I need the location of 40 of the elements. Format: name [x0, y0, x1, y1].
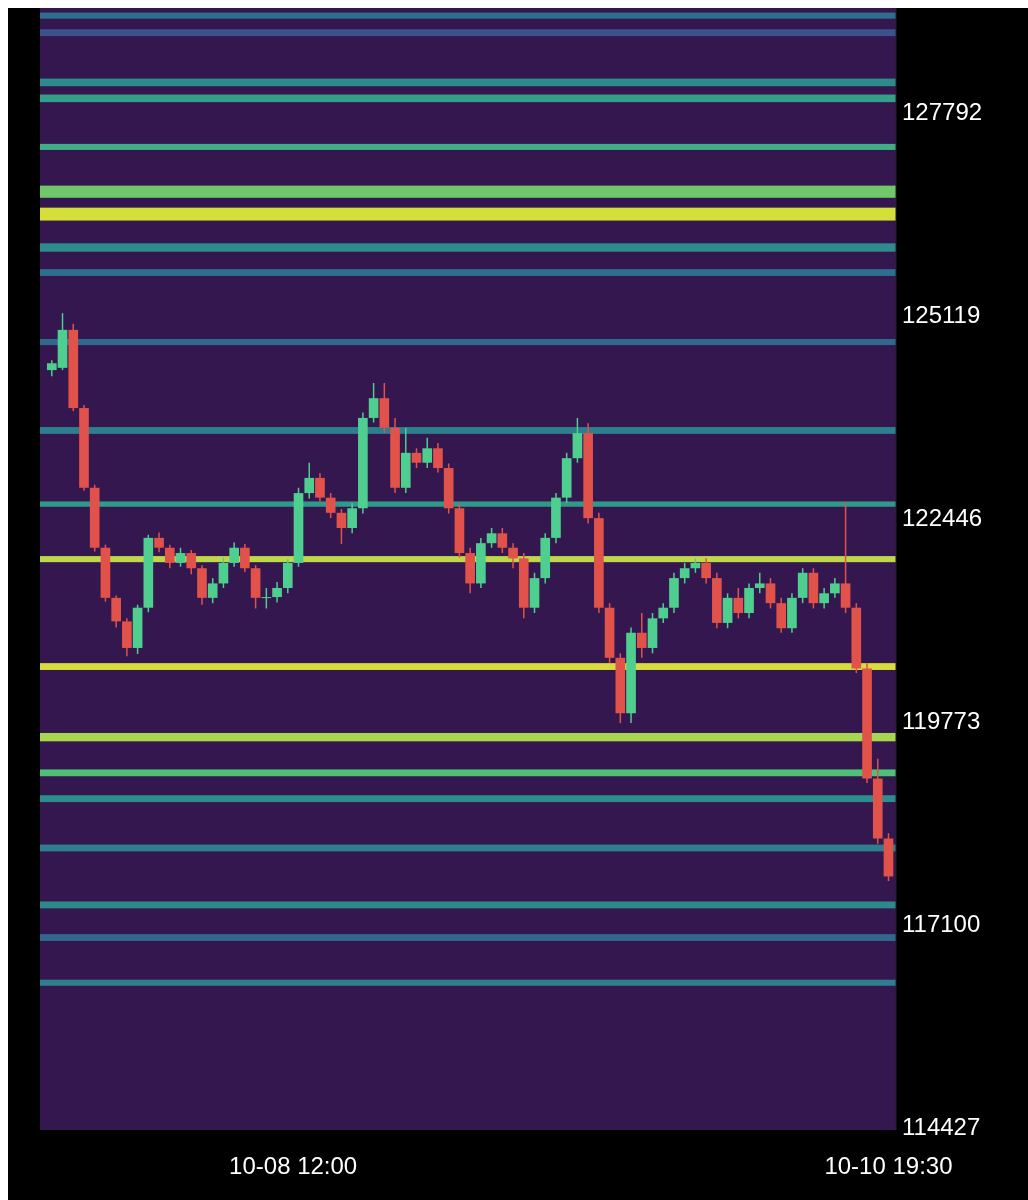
candlestick	[433, 442, 443, 474]
candlestick	[422, 436, 433, 469]
candlestick	[411, 447, 422, 469]
candlestick	[658, 602, 669, 624]
candlestick	[819, 587, 829, 610]
x-tick-label: 10-10 19:30	[824, 1152, 953, 1179]
candlestick	[240, 543, 250, 573]
candlestick	[315, 472, 325, 503]
candlestick	[261, 587, 272, 610]
y-tick-label: 117100	[902, 909, 981, 937]
candlestick	[272, 581, 282, 604]
candlestick	[508, 542, 518, 569]
candlestick	[325, 492, 336, 519]
candlestick	[765, 577, 776, 610]
candlestick	[229, 541, 239, 568]
candlestick	[304, 461, 315, 500]
candlestick	[164, 543, 175, 569]
y-tick-label: 119773	[902, 707, 981, 734]
candlestick	[207, 577, 218, 604]
candlestick	[636, 612, 647, 659]
candlestick	[830, 577, 840, 599]
candlestick	[336, 508, 347, 545]
candlestick	[347, 502, 357, 535]
candlestick	[186, 549, 197, 576]
y-tick-label: 127792	[902, 98, 983, 126]
y-tick-label: 122446	[902, 504, 983, 532]
candlestick	[754, 572, 765, 595]
candlestick	[701, 557, 711, 585]
candlestick	[111, 594, 121, 629]
candlestick	[733, 587, 744, 620]
y-tick-label: 125119	[902, 301, 981, 329]
candlestick	[368, 382, 379, 424]
candlestick	[486, 527, 497, 549]
y-tick-label: 114427	[902, 1112, 981, 1140]
candlestick	[218, 556, 229, 589]
candlestick	[154, 531, 164, 554]
candlestick	[679, 562, 690, 585]
candlestick	[175, 546, 186, 568]
x-tick-label: 10-08 12:00	[229, 1152, 358, 1179]
candlestick	[497, 527, 508, 554]
